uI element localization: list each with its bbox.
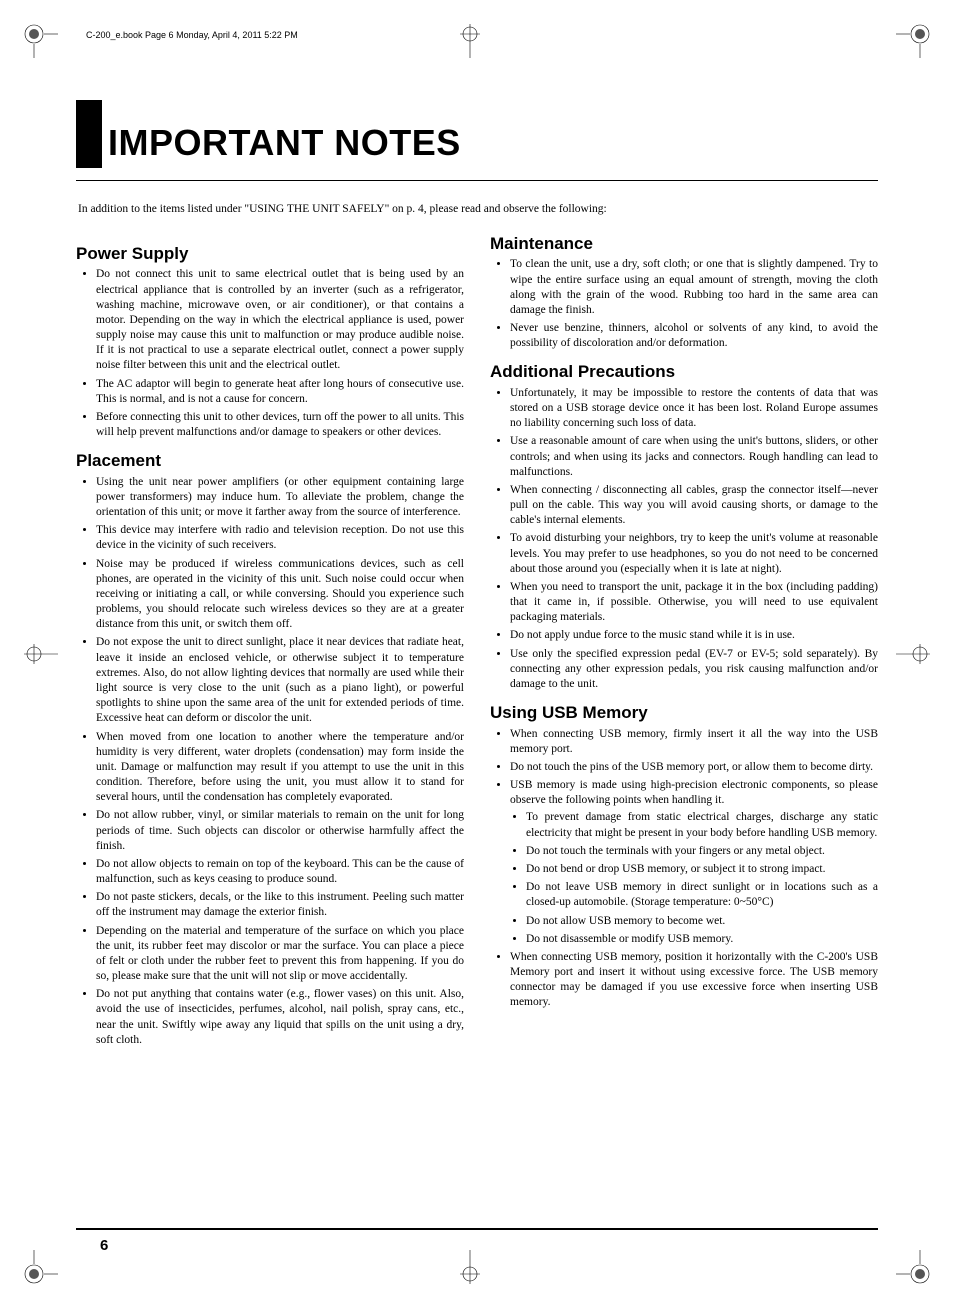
list-item: Do not connect this unit to same electri… xyxy=(96,267,464,373)
list-item: Do not leave USB memory in direct sunlig… xyxy=(526,880,878,910)
section: Power SupplyDo not connect this unit to … xyxy=(76,243,464,440)
list-item: To clean the unit, use a dry, soft cloth… xyxy=(510,257,878,318)
section-heading: Placement xyxy=(76,450,464,472)
content-columns: Power SupplyDo not connect this unit to … xyxy=(76,233,878,1048)
list-item: When connecting / disconnecting all cabl… xyxy=(510,483,878,529)
crop-mark-icon xyxy=(24,1250,58,1284)
page-content: C-200_e.book Page 6 Monday, April 4, 201… xyxy=(76,30,878,1048)
section-heading: Additional Precautions xyxy=(490,361,878,383)
title-underline xyxy=(76,180,878,181)
section: Using USB Memory When connecting USB memo… xyxy=(490,702,878,1010)
list-item: To prevent damage from static electrical… xyxy=(526,810,878,840)
list-item: When connecting USB memory, firmly inser… xyxy=(510,727,878,757)
section-heading: Maintenance xyxy=(490,233,878,255)
list-item: Do not disassemble or modify USB memory. xyxy=(526,932,878,947)
section: MaintenanceTo clean the unit, use a dry,… xyxy=(490,233,878,351)
list-item: Before connecting this unit to other dev… xyxy=(96,410,464,440)
bullet-list: When connecting USB memory, firmly inser… xyxy=(490,727,878,1011)
crop-mark-icon xyxy=(896,644,930,664)
bullet-list: To clean the unit, use a dry, soft cloth… xyxy=(490,257,878,351)
list-item: Unfortunately, it may be impossible to r… xyxy=(510,386,878,432)
list-item: Noise may be produced if wireless commun… xyxy=(96,557,464,633)
list-item: When you need to transport the unit, pac… xyxy=(510,580,878,626)
list-item: Do not bend or drop USB memory, or subje… xyxy=(526,862,878,877)
intro-text: In addition to the items listed under "U… xyxy=(78,203,876,215)
bullet-list: Unfortunately, it may be impossible to r… xyxy=(490,386,878,692)
crop-mark-icon xyxy=(896,1250,930,1284)
section-heading: Using USB Memory xyxy=(490,702,878,724)
list-item: When connecting USB memory, position it … xyxy=(510,950,878,1011)
section: Additional Precautions Unfortunately, it … xyxy=(490,361,878,692)
list-item: Do not expose the unit to direct sunligh… xyxy=(96,635,464,726)
bullet-list: Do not connect this unit to same electri… xyxy=(76,267,464,440)
list-item: Do not apply undue force to the music st… xyxy=(510,628,878,643)
list-item: Do not allow USB memory to become wet. xyxy=(526,914,878,929)
title-row: IMPORTANT NOTES xyxy=(76,100,878,168)
footer-rule xyxy=(76,1228,878,1230)
list-item: Do not allow objects to remain on top of… xyxy=(96,857,464,887)
sub-bullet-list: To prevent damage from static electrical… xyxy=(510,810,878,946)
crop-mark-icon xyxy=(24,644,58,664)
list-item: This device may interfere with radio and… xyxy=(96,523,464,553)
bullet-list: Using the unit near power amplifiers (or… xyxy=(76,475,464,1048)
list-item: The AC adaptor will begin to generate he… xyxy=(96,377,464,407)
crop-mark-icon xyxy=(896,24,930,58)
crop-mark-icon xyxy=(460,1250,480,1284)
list-item: Do not allow rubber, vinyl, or similar m… xyxy=(96,808,464,854)
page-number: 6 xyxy=(100,1237,108,1254)
list-item: Use only the specified expression pedal … xyxy=(510,647,878,693)
list-item: To avoid disturbing your neighbors, try … xyxy=(510,531,878,577)
list-item: Do not paste stickers, decals, or the li… xyxy=(96,890,464,920)
title-block-icon xyxy=(76,100,102,168)
list-item: Using the unit near power amplifiers (or… xyxy=(96,475,464,521)
page-title: IMPORTANT NOTES xyxy=(108,122,461,168)
list-item: Do not touch the terminals with your fin… xyxy=(526,844,878,859)
list-item: Do not put anything that contains water … xyxy=(96,987,464,1048)
running-head: C-200_e.book Page 6 Monday, April 4, 201… xyxy=(76,30,878,40)
list-item: Use a reasonable amount of care when usi… xyxy=(510,434,878,480)
crop-mark-icon xyxy=(24,24,58,58)
section: Placement Using the unit near power ampli… xyxy=(76,450,464,1048)
list-item: USB memory is made using high-precision … xyxy=(510,778,878,947)
list-item: Never use benzine, thinners, alcohol or … xyxy=(510,321,878,351)
section-heading: Power Supply xyxy=(76,243,464,265)
list-item: Depending on the material and temperatur… xyxy=(96,924,464,985)
list-item: When moved from one location to another … xyxy=(96,730,464,806)
list-item: Do not touch the pins of the USB memory … xyxy=(510,760,878,775)
